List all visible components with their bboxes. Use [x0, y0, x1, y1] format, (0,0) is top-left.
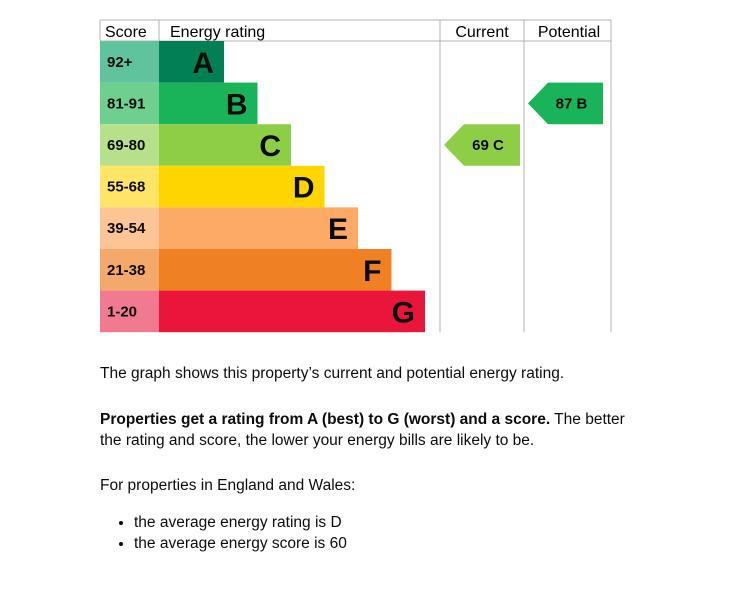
graph-description: The graph shows this property’s current … — [100, 365, 565, 382]
rating-explanation: Properties get a rating from A (best) to… — [100, 409, 640, 451]
score-label: 21-38 — [107, 262, 145, 279]
header-energy-rating: Energy rating — [170, 24, 265, 41]
header-score: Score — [105, 24, 147, 41]
score-label: 92+ — [107, 54, 133, 71]
rating-bar-b — [159, 82, 258, 125]
header-current: Current — [455, 24, 509, 41]
rating-bands: 92+ A 81-91 B 69-80 C 55-68 D 39-54 E 21-38 F 1-20 G — [100, 41, 425, 333]
rating-bar-a — [159, 41, 224, 83]
score-label: 39-54 — [107, 220, 146, 237]
band-letter: F — [363, 255, 381, 288]
band-letter: G — [392, 296, 415, 329]
chart-headers: Score Energy rating Current Potential — [105, 24, 600, 41]
band-letter: E — [328, 213, 348, 246]
current-arrow — [444, 124, 520, 166]
rating-bar-d — [159, 165, 325, 208]
rating-bar-c — [159, 124, 291, 166]
score-cell-a — [100, 41, 159, 83]
score-cell-b — [100, 82, 159, 125]
band-letter: B — [226, 88, 248, 121]
england-wales-intro: For properties in England and Wales: — [100, 477, 356, 494]
rating-arrows: 69 C 87 B — [444, 82, 603, 166]
band-letter: D — [293, 172, 315, 205]
list-item: the average energy rating is D — [134, 512, 347, 533]
band-letter: C — [259, 130, 281, 163]
rating-explanation-bold: Properties get a rating from A (best) to… — [100, 411, 551, 428]
average-list: the average energy rating is D the avera… — [100, 512, 347, 554]
energy-rating-chart: Score Energy rating Current Potential 92… — [99, 19, 612, 333]
potential-rating-label: 87 B — [556, 95, 588, 112]
score-label: 55-68 — [107, 179, 145, 196]
current-rating-label: 69 C — [472, 137, 504, 154]
band-letter: A — [192, 47, 214, 80]
score-label: 1-20 — [107, 303, 137, 320]
score-cell-f — [100, 249, 159, 291]
rating-bar-g — [159, 290, 425, 333]
list-item: the average energy score is 60 — [134, 533, 347, 554]
rating-bar-e — [159, 207, 358, 249]
rating-explanation-rest: The better the rating and score, the low… — [100, 411, 625, 449]
score-label: 69-80 — [107, 137, 145, 154]
score-cell-g — [100, 290, 159, 333]
score-cell-d — [100, 165, 159, 208]
score-cell-c — [100, 124, 159, 166]
header-potential: Potential — [538, 24, 600, 41]
rating-bar-f — [159, 249, 392, 291]
score-cell-e — [100, 207, 159, 249]
potential-arrow — [528, 82, 603, 125]
score-label: 81-91 — [107, 95, 145, 112]
